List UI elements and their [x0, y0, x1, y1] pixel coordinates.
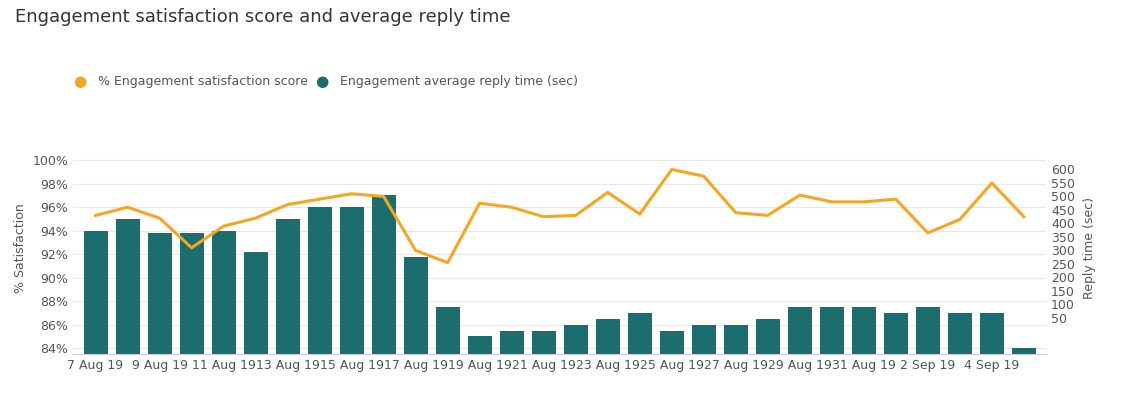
Bar	[916, 307, 939, 407]
Text: Engagement satisfaction score and average reply time: Engagement satisfaction score and averag…	[15, 8, 510, 26]
Bar	[83, 231, 108, 407]
Text: ●: ●	[315, 74, 328, 89]
Text: % Engagement satisfaction score: % Engagement satisfaction score	[98, 75, 308, 88]
Bar	[276, 219, 299, 407]
Bar	[723, 325, 748, 407]
Bar	[340, 207, 363, 407]
Bar	[404, 256, 428, 407]
Bar	[468, 337, 492, 407]
Bar	[212, 231, 235, 407]
Bar	[147, 233, 171, 407]
Bar	[852, 307, 875, 407]
Text: Engagement average reply time (sec): Engagement average reply time (sec)	[340, 75, 578, 88]
Text: ●: ●	[73, 74, 87, 89]
Bar	[1011, 348, 1036, 407]
Bar	[884, 313, 908, 407]
Bar	[244, 252, 268, 407]
Bar	[371, 195, 396, 407]
Bar	[756, 319, 780, 407]
Y-axis label: Reply time (sec): Reply time (sec)	[1083, 197, 1097, 299]
Bar	[532, 330, 556, 407]
Bar	[659, 330, 684, 407]
Y-axis label: % Satisfaction: % Satisfaction	[14, 204, 27, 293]
Bar	[692, 325, 716, 407]
Bar	[116, 219, 140, 407]
Bar	[307, 207, 332, 407]
Bar	[628, 313, 651, 407]
Bar	[564, 325, 587, 407]
Bar	[500, 330, 523, 407]
Bar	[820, 307, 844, 407]
Bar	[435, 307, 460, 407]
Bar	[788, 307, 812, 407]
Bar	[948, 313, 972, 407]
Bar	[180, 233, 204, 407]
Bar	[980, 313, 1004, 407]
Bar	[596, 319, 620, 407]
